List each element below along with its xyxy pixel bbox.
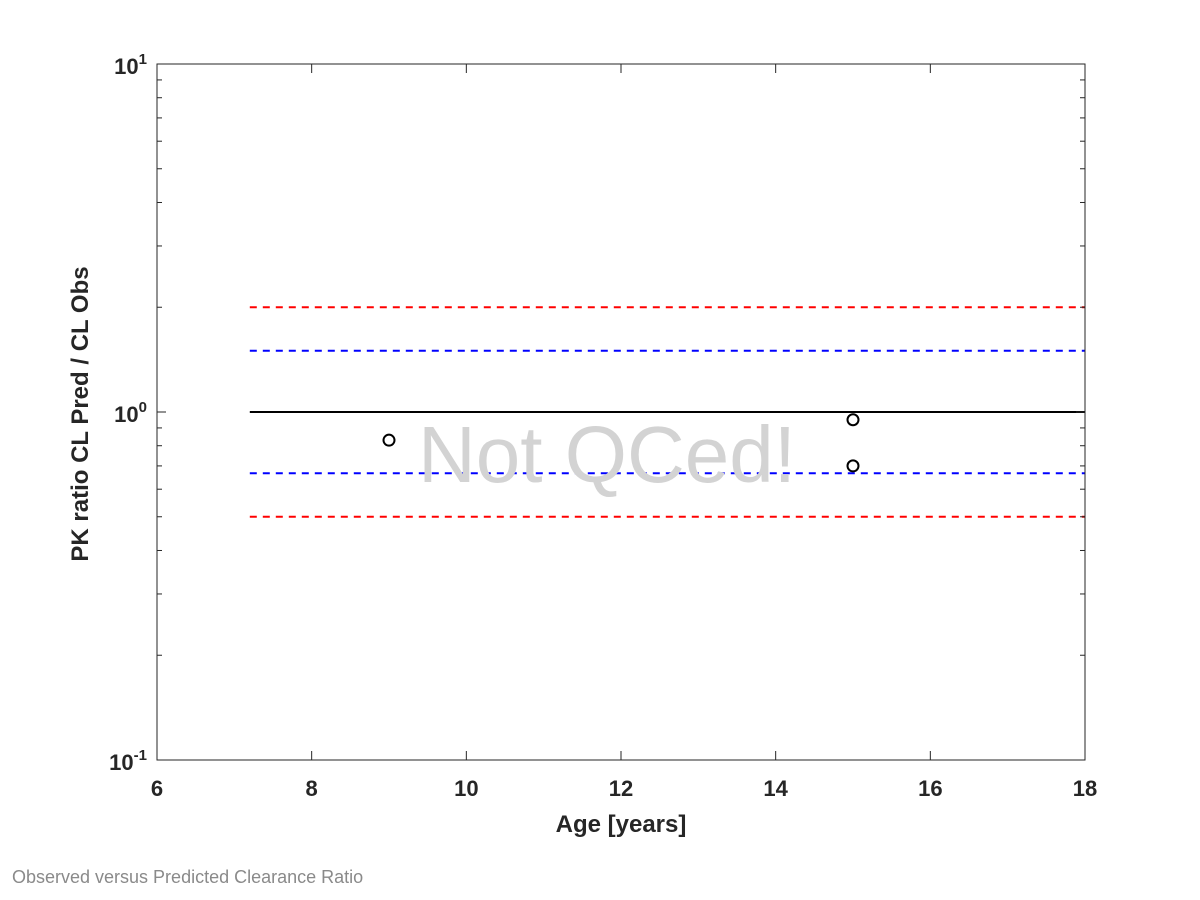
x-tick-label-4: 14 <box>763 776 788 801</box>
axis-ticks <box>156 63 1086 761</box>
data-point-2 <box>846 459 860 473</box>
reference-lines <box>249 306 1085 518</box>
data-point-1 <box>846 413 860 427</box>
data-points <box>382 413 860 473</box>
x-tick-label-0: 6 <box>151 776 163 801</box>
x-tick-label-1: 8 <box>306 776 318 801</box>
y-tick-label-2: 101 <box>114 51 147 79</box>
x-tick-label-2: 10 <box>454 776 478 801</box>
tick-labels: 6 8 10 12 14 16 18 10-1 100 101 <box>109 51 1097 801</box>
figure-caption: Observed versus Predicted Clearance Rati… <box>12 867 364 887</box>
x-axis-label: Age [years] <box>556 811 687 838</box>
data-point-0 <box>382 433 396 447</box>
watermark: Not QCed! <box>418 410 796 499</box>
x-tick-label-6: 18 <box>1073 776 1097 801</box>
x-tick-label-3: 12 <box>609 776 633 801</box>
y-axis-label: PK ratio CL Pred / CL Obs <box>67 266 94 561</box>
y-tick-label-1: 100 <box>114 399 147 427</box>
y-tick-label-0: 10-1 <box>109 747 147 775</box>
x-tick-label-5: 16 <box>918 776 942 801</box>
